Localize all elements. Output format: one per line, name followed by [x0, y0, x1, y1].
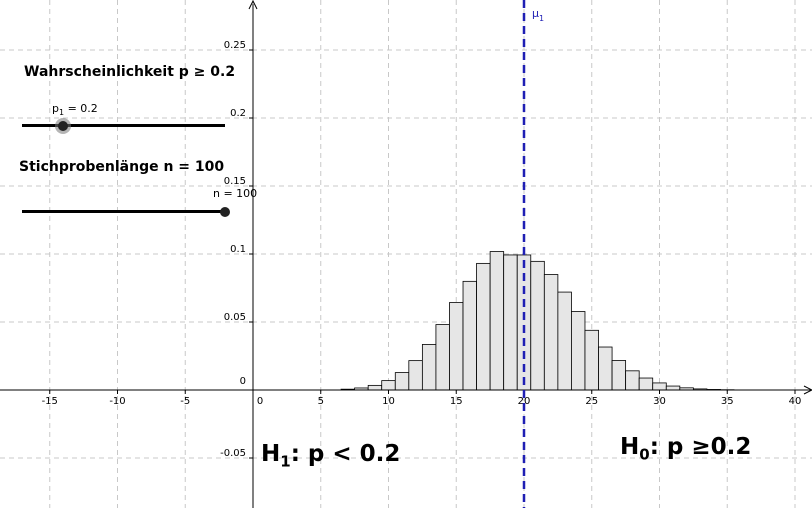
histogram-bar: [638, 377, 654, 391]
h0-text: : p ≥0.2: [649, 434, 752, 460]
null-hypothesis: H0: p ≥0.2: [620, 434, 751, 464]
y-tick-label: 0.15: [224, 176, 246, 187]
x-tick-label: 10: [382, 396, 395, 407]
histogram-bar: [652, 382, 667, 391]
histogram-bar: [408, 360, 423, 391]
x-tick-label: 25: [585, 396, 598, 407]
histogram-bar: [367, 384, 383, 391]
x-tick-label: -15: [42, 396, 58, 407]
y-tick-label: -0.05: [220, 448, 246, 459]
histogram-bar: [503, 254, 518, 391]
histogram-bar: [625, 370, 640, 391]
histogram-bar: [584, 329, 599, 391]
h1-sub: 1: [280, 452, 291, 471]
probability-tag-value: = 0.2: [64, 102, 98, 115]
sample-size-slider-title: Stichprobenlänge n = 100: [19, 159, 225, 175]
histogram-bar: [421, 344, 437, 391]
histogram-bar: [665, 385, 681, 391]
probability-slider-title: Wahrscheinlichkeit p ≥ 0.2: [24, 64, 236, 80]
probability-slider-track[interactable]: [22, 124, 225, 127]
histogram-bar: [530, 260, 545, 391]
y-tick-label: 0: [240, 376, 246, 387]
histogram-bar: [394, 372, 410, 391]
histogram-bar: [435, 324, 450, 391]
histogram-bar: [476, 262, 491, 391]
alternative-hypothesis: H1: p < 0.2: [261, 441, 400, 471]
x-axis-arrow: [803, 385, 812, 395]
probability-tag-base: p: [52, 102, 59, 115]
h0-base: H: [620, 434, 640, 460]
x-tick-label: -5: [180, 396, 190, 407]
probability-slider-knob[interactable]: [57, 121, 68, 131]
histogram-bar: [489, 251, 505, 391]
y-tick-label: 0.25: [224, 40, 246, 51]
histogram-bar: [611, 360, 627, 391]
probability-tag-sub: 1: [58, 108, 65, 118]
x-tick-label: 0: [257, 396, 263, 407]
sample-size-slider-tag: n = 100: [213, 187, 258, 200]
probability-slider-tag: p1 = 0.2: [52, 102, 98, 117]
sample-size-slider-knob[interactable]: [220, 207, 230, 217]
y-tick-label: 0.1: [230, 244, 246, 255]
x-tick-label: 35: [721, 396, 734, 407]
histogram-bar: [557, 291, 572, 391]
histogram-bar: [598, 346, 613, 391]
histogram-bar: [381, 380, 396, 391]
mean-line-label: μ1: [532, 7, 544, 23]
h1-text: : p < 0.2: [290, 441, 401, 467]
x-tick-label: 30: [653, 396, 666, 407]
histogram-bar: [462, 280, 477, 391]
y-tick-label: 0.05: [224, 312, 246, 323]
h1-base: H: [261, 441, 281, 467]
x-tick-label: 15: [450, 396, 463, 407]
x-tick-label: 5: [318, 396, 324, 407]
h0-sub: 0: [639, 445, 650, 464]
histogram-bar: [449, 302, 464, 391]
y-tick-label: 0.2: [230, 108, 246, 119]
x-tick-label: 20: [518, 396, 531, 407]
sample-size-slider-track[interactable]: [22, 210, 225, 213]
x-tick-label: 40: [789, 396, 802, 407]
x-tick-label: -10: [109, 396, 125, 407]
y-axis-arrow: [248, 0, 258, 10]
histogram-bar: [543, 274, 559, 391]
histogram-bar: [571, 311, 586, 391]
